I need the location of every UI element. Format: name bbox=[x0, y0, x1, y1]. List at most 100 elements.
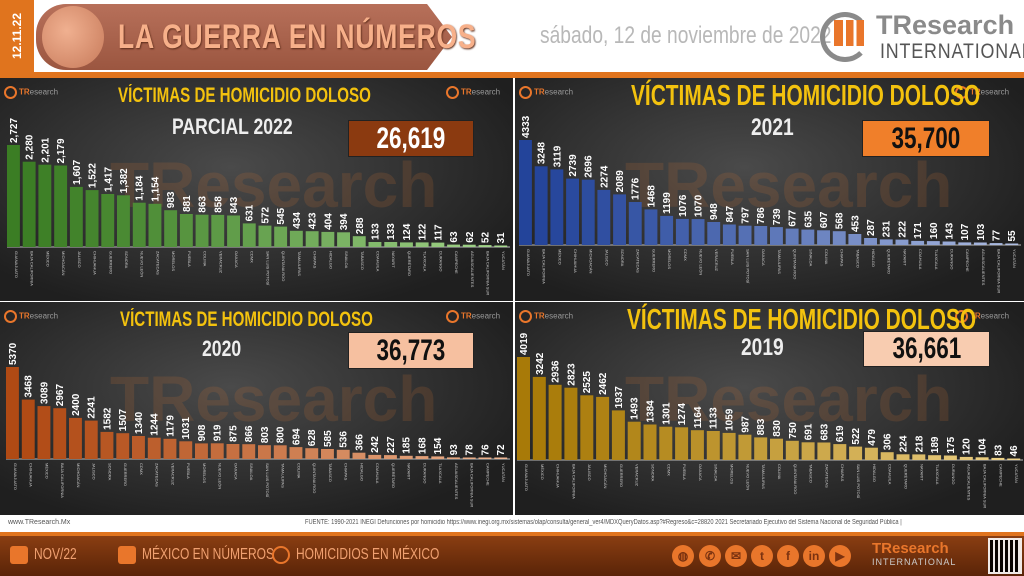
bar bbox=[879, 239, 893, 245]
mini-logo: TResearch bbox=[446, 86, 500, 99]
bar bbox=[564, 387, 578, 460]
bar bbox=[447, 244, 460, 247]
bar bbox=[195, 443, 208, 459]
value-label: 1340 bbox=[134, 411, 145, 434]
value-label: 883 bbox=[756, 418, 767, 435]
bar bbox=[801, 442, 815, 460]
bar bbox=[163, 438, 177, 459]
mini-logo: TResearch bbox=[519, 86, 573, 99]
bar bbox=[959, 456, 973, 460]
bar bbox=[101, 194, 115, 247]
category-label: BAJA CALIFORNIA bbox=[30, 251, 35, 286]
category-label: MICHOACÁN bbox=[603, 464, 608, 489]
bar bbox=[519, 140, 532, 245]
value-label: 2936 bbox=[551, 360, 562, 383]
value-label: 607 bbox=[819, 211, 830, 228]
value-label: 218 bbox=[914, 435, 925, 452]
category-label: CHIAPAS bbox=[840, 464, 845, 482]
footer-mexico-en-numeros[interactable]: MÉXICO EN NÚMEROS bbox=[118, 546, 318, 564]
category-label: GUERRERO bbox=[108, 251, 113, 274]
bar bbox=[817, 230, 830, 245]
category-label: YUCATÁN bbox=[1014, 464, 1019, 483]
value-label: 572 bbox=[260, 206, 271, 223]
value-label: 1059 bbox=[725, 408, 736, 431]
bar bbox=[399, 455, 413, 459]
category-label: VERACRUZ bbox=[218, 251, 223, 274]
category-label: JALISCO bbox=[92, 463, 97, 480]
category-label: TAMAULIPAS bbox=[281, 463, 286, 488]
twitter-icon[interactable]: t bbox=[751, 545, 773, 567]
bar bbox=[675, 218, 689, 245]
category-label: SINALOA bbox=[714, 464, 719, 482]
bar bbox=[817, 442, 831, 460]
value-label: 3119 bbox=[552, 145, 563, 167]
facebook-icon[interactable]: f bbox=[777, 545, 799, 567]
whatsapp-icon[interactable]: ✆ bbox=[699, 545, 721, 567]
value-label: 1301 bbox=[661, 402, 672, 425]
category-label: MICHOACÁN bbox=[76, 463, 81, 488]
bar-chart: 5370 GUANAJUATO 3468 CHIHUAHUA 3089 MÉXICO 296… bbox=[6, 342, 510, 507]
web-icon[interactable]: ◍ bbox=[672, 545, 694, 567]
category-label: MICHOACÁN bbox=[589, 249, 594, 274]
bar bbox=[801, 229, 815, 245]
bar bbox=[597, 189, 611, 245]
youtube-icon[interactable]: ▶ bbox=[829, 545, 851, 567]
value-label: 1164 bbox=[693, 406, 704, 428]
category-label: MORELOS bbox=[171, 251, 176, 271]
bar bbox=[258, 225, 272, 247]
bar bbox=[7, 145, 20, 247]
date-strip: 12.11.22 bbox=[0, 0, 34, 72]
category-label: TLAXCALA bbox=[423, 251, 428, 272]
category-label: BAJA CALIFORNIA bbox=[571, 464, 576, 499]
mini-logo: TResearch bbox=[955, 310, 1009, 323]
bar bbox=[690, 430, 704, 460]
value-label: 2400 bbox=[71, 393, 82, 416]
footer-logo[interactable]: TResearch INTERNATIONAL bbox=[872, 540, 956, 567]
bar bbox=[69, 417, 82, 459]
chart-bubble-icon bbox=[272, 546, 290, 564]
value-label: 171 bbox=[913, 222, 924, 239]
bar bbox=[478, 245, 492, 247]
bar bbox=[643, 424, 657, 460]
category-label: CHIAPAS bbox=[840, 249, 845, 267]
value-label: 2696 bbox=[584, 155, 595, 178]
category-label: AGUASCALIENTES bbox=[967, 464, 972, 501]
value-label: 227 bbox=[386, 436, 397, 453]
category-label: SAN LUIS POTOSÍ bbox=[856, 464, 861, 499]
category-label: GUERRERO bbox=[123, 463, 128, 486]
value-label: 1384 bbox=[646, 400, 657, 423]
footer-homicidios[interactable]: HOMICIDIOS EN MÉXICO bbox=[272, 546, 487, 564]
category-label: OAXACA bbox=[698, 464, 703, 481]
qr-code[interactable] bbox=[988, 538, 1022, 574]
category-label: COLIMA bbox=[777, 464, 782, 480]
category-label: SAN LUIS POTOSÍ bbox=[746, 249, 751, 284]
bar bbox=[462, 457, 476, 459]
value-label: 1274 bbox=[677, 403, 688, 426]
tresearch-logo[interactable]: TResearch INTERNATIONAL bbox=[820, 8, 1024, 66]
category-label: JALISCO bbox=[77, 251, 82, 268]
value-label: 46 bbox=[1009, 445, 1020, 457]
category-label: MÉXICO bbox=[540, 464, 545, 480]
source-strip: www.TResearch.Mx FUENTE: 1990-2021 INEGI… bbox=[0, 515, 1024, 532]
bar bbox=[770, 227, 783, 245]
value-label: 987 bbox=[740, 416, 751, 433]
bar bbox=[352, 236, 366, 247]
bar bbox=[566, 178, 579, 245]
category-label: QUINTANA ROO bbox=[281, 251, 286, 281]
linkedin-icon[interactable]: in bbox=[803, 545, 825, 567]
category-label: JALISCO bbox=[587, 464, 592, 481]
category-label: CDMX bbox=[250, 251, 255, 263]
value-label: 175 bbox=[946, 436, 957, 453]
total-value: 36,773 bbox=[376, 333, 446, 367]
value-label: 222 bbox=[897, 220, 908, 237]
bar bbox=[336, 449, 350, 459]
value-label: 76 bbox=[481, 444, 492, 456]
value-label: 404 bbox=[323, 213, 334, 230]
bar bbox=[975, 457, 989, 460]
total-value: 26,619 bbox=[376, 121, 446, 155]
bar bbox=[6, 367, 19, 459]
bar bbox=[400, 242, 413, 247]
email-icon[interactable]: ✉ bbox=[725, 545, 747, 567]
divider bbox=[0, 72, 1024, 78]
website-link[interactable]: www.TResearch.Mx bbox=[8, 519, 71, 526]
